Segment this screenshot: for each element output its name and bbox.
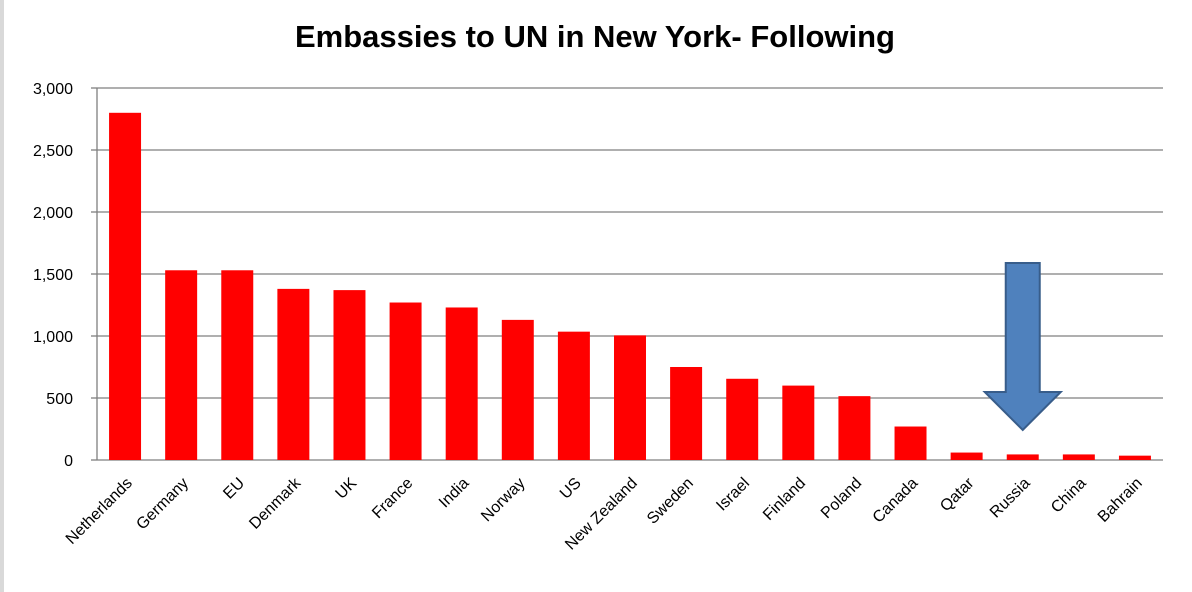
x-tick-label: Germany <box>133 475 192 534</box>
bar-india <box>445 307 478 460</box>
x-tick-label: India <box>436 475 473 512</box>
bar-new-zealand <box>614 335 646 460</box>
x-tick-label: Russia <box>987 475 1034 522</box>
x-tick-label: Qatar <box>937 474 978 515</box>
bar-france <box>389 302 422 460</box>
y-tick-label: 0 <box>64 453 73 470</box>
x-tick-label: China <box>1048 475 1090 517</box>
y-tick-label: 500 <box>46 391 73 408</box>
down-arrow-icon <box>982 262 1064 432</box>
chart-title: Embassies to UN in New York- Following <box>295 19 895 54</box>
x-tick-label: EU <box>220 475 248 503</box>
bar-israel <box>726 378 759 460</box>
bar-netherlands <box>109 112 142 461</box>
y-tick-label: 3,000 <box>33 81 73 98</box>
x-tick-label: Sweden <box>644 475 697 528</box>
bar-finland <box>782 385 815 460</box>
bar-uk <box>333 290 366 460</box>
y-tick-label: 2,000 <box>33 205 73 222</box>
bar-denmark <box>277 288 310 460</box>
bar-norway <box>501 319 534 460</box>
bar-sweden <box>670 367 703 460</box>
bars <box>109 112 1151 461</box>
y-axis-tick-labels: 0 500 1,000 1,500 2,000 2,500 3,000 <box>33 81 73 470</box>
x-tick-label: Finland <box>760 475 809 524</box>
x-tick-label: Netherlands <box>63 475 136 548</box>
x-tick-label: Israel <box>713 475 753 515</box>
y-tick-label: 1,500 <box>33 267 73 284</box>
x-tick-label: Canada <box>870 475 922 527</box>
bar-us <box>557 331 590 460</box>
highlight-arrow <box>982 262 1064 432</box>
x-tick-label: UK <box>333 475 361 503</box>
x-tick-label: Denmark <box>246 474 305 533</box>
x-tick-label: Norway <box>478 475 528 525</box>
bar-canada <box>894 426 927 460</box>
bar-russia <box>1006 454 1039 460</box>
bar-china <box>1062 454 1095 460</box>
x-tick-label: France <box>369 475 416 522</box>
bar-eu <box>221 270 254 460</box>
bar-bahrain <box>1118 455 1151 460</box>
y-tick-label: 1,000 <box>33 329 73 346</box>
bar-poland <box>838 396 871 460</box>
x-tick-label: US <box>557 475 585 503</box>
x-tick-label: Poland <box>818 475 865 522</box>
x-tick-label: Bahrain <box>1095 475 1146 526</box>
bar-qatar <box>950 452 983 460</box>
y-tick-label: 2,500 <box>33 143 73 160</box>
bar-germany <box>165 270 198 460</box>
